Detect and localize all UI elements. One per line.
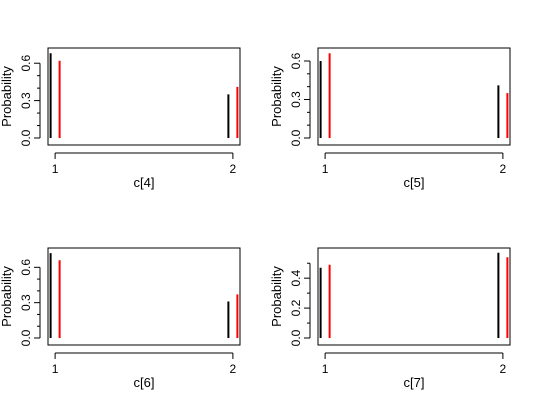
x-tick-label: 1 xyxy=(52,362,59,376)
x-tick-label: 1 xyxy=(322,162,329,176)
y-tick-label: 0.0 xyxy=(19,129,33,146)
y-tick-label: 0.3 xyxy=(19,92,33,109)
y-tick-label: 0.6 xyxy=(19,259,33,276)
y-tick-label: 0.6 xyxy=(19,55,33,72)
y-axis-label: Probability xyxy=(0,66,14,127)
x-axis-label: c[7] xyxy=(404,375,425,390)
x-tick-label: 2 xyxy=(230,162,237,176)
x-tick-label: 2 xyxy=(500,362,507,376)
y-axis-label: Probability xyxy=(269,266,284,327)
x-tick-label: 1 xyxy=(52,162,59,176)
plot-frame xyxy=(47,47,241,146)
y-tick-label: 0.0 xyxy=(289,129,303,146)
y-axis-label: Probability xyxy=(0,266,14,327)
chart-panel-3: 0.0 0.3 0.6 1 2 c[6] Probability xyxy=(0,247,241,390)
x-tick-label: 2 xyxy=(230,362,237,376)
plot-frame xyxy=(317,247,511,346)
y-tick-label: 0.0 xyxy=(19,329,33,346)
y-tick-label: 0.4 xyxy=(289,270,303,287)
chart-panel-4: 0.0 0.2 0.4 1 2 c[7] Probability xyxy=(269,247,511,390)
x-axis-label: c[4] xyxy=(134,175,155,190)
plot-frame xyxy=(47,247,241,346)
plot-frame xyxy=(317,47,511,146)
x-axis-label: c[6] xyxy=(134,375,155,390)
chart-panel-2: 0.0 0.3 0.6 1 2 c[5] Probability xyxy=(269,47,511,190)
y-tick-label: 0.0 xyxy=(289,329,303,346)
y-axis-label: Probability xyxy=(269,66,284,127)
y-tick-label: 0.3 xyxy=(289,91,303,108)
y-tick-label: 0.2 xyxy=(289,299,303,316)
x-tick-label: 2 xyxy=(500,162,507,176)
x-tick-label: 1 xyxy=(322,362,329,376)
y-tick-label: 0.6 xyxy=(289,52,303,69)
y-tick-label: 0.3 xyxy=(19,294,33,311)
chart-panel-1: 0.0 0.3 0.6 1 2 c[4] Probability xyxy=(0,47,241,190)
x-axis-label: c[5] xyxy=(404,175,425,190)
